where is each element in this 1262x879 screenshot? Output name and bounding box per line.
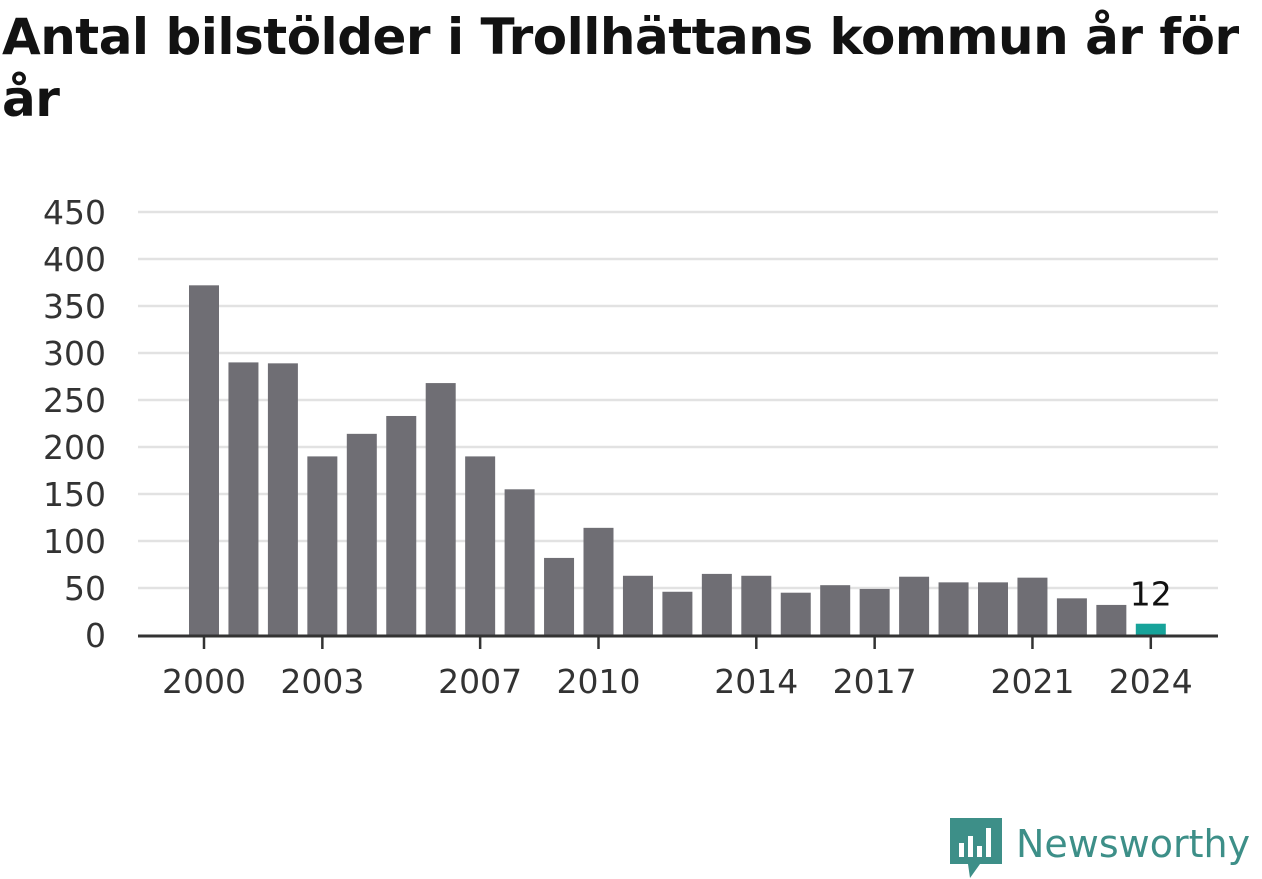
x-tick-label: 2014: [714, 662, 798, 701]
bar: [1135, 623, 1166, 635]
bar: [1056, 598, 1087, 635]
y-tick-label: 450: [43, 193, 106, 232]
bar: [978, 582, 1008, 635]
x-tick-label: 2017: [833, 662, 917, 701]
x-tick-label: 2024: [1109, 662, 1193, 701]
bar: [267, 363, 298, 635]
bar: [701, 573, 732, 635]
bar: [622, 575, 653, 635]
data-label: 12: [1130, 575, 1172, 614]
bar: [1017, 577, 1048, 635]
bar: [859, 588, 890, 635]
bar: [820, 585, 851, 635]
bar: [938, 582, 969, 635]
chart-bubble-icon: [950, 818, 1002, 878]
bar: [780, 592, 811, 635]
y-tick-label: 350: [43, 287, 106, 326]
x-tick-label: 2007: [438, 662, 522, 701]
x-tick-label: 2003: [280, 662, 364, 701]
bar: [504, 489, 535, 635]
y-tick-label: 250: [43, 381, 106, 420]
bar: [544, 557, 575, 635]
bar: [583, 527, 614, 635]
y-tick-label: 400: [43, 240, 106, 279]
newsworthy-logo: Newsworthy: [950, 818, 1250, 878]
chart-title: Antal bilstölder i Trollhättans kommun å…: [2, 8, 1239, 128]
bar: [899, 576, 930, 635]
y-tick-label: 150: [43, 475, 106, 514]
y-tick-label: 0: [85, 616, 106, 655]
y-tick-label: 300: [43, 334, 106, 373]
bar: [189, 285, 219, 635]
bar: [307, 456, 338, 635]
bar-chart: 0 50 100 150 200 250 300 350 400 450 12 2000 2003 200…: [43, 193, 1218, 701]
y-tick-label: 200: [43, 428, 106, 467]
x-tick-label: 2021: [990, 662, 1074, 701]
bar: [662, 591, 693, 635]
bar: [425, 383, 456, 635]
bar: [465, 456, 496, 635]
y-tick-label: 50: [64, 569, 106, 608]
logo-text: Newsworthy: [1016, 822, 1251, 866]
y-tick-label: 100: [43, 522, 106, 561]
bar: [228, 362, 259, 635]
bar: [1096, 604, 1127, 635]
bar: [386, 415, 417, 635]
x-tick-label: 2000: [162, 662, 246, 701]
bar: [741, 575, 772, 635]
x-tick-label: 2010: [557, 662, 641, 701]
bar: [346, 433, 377, 635]
